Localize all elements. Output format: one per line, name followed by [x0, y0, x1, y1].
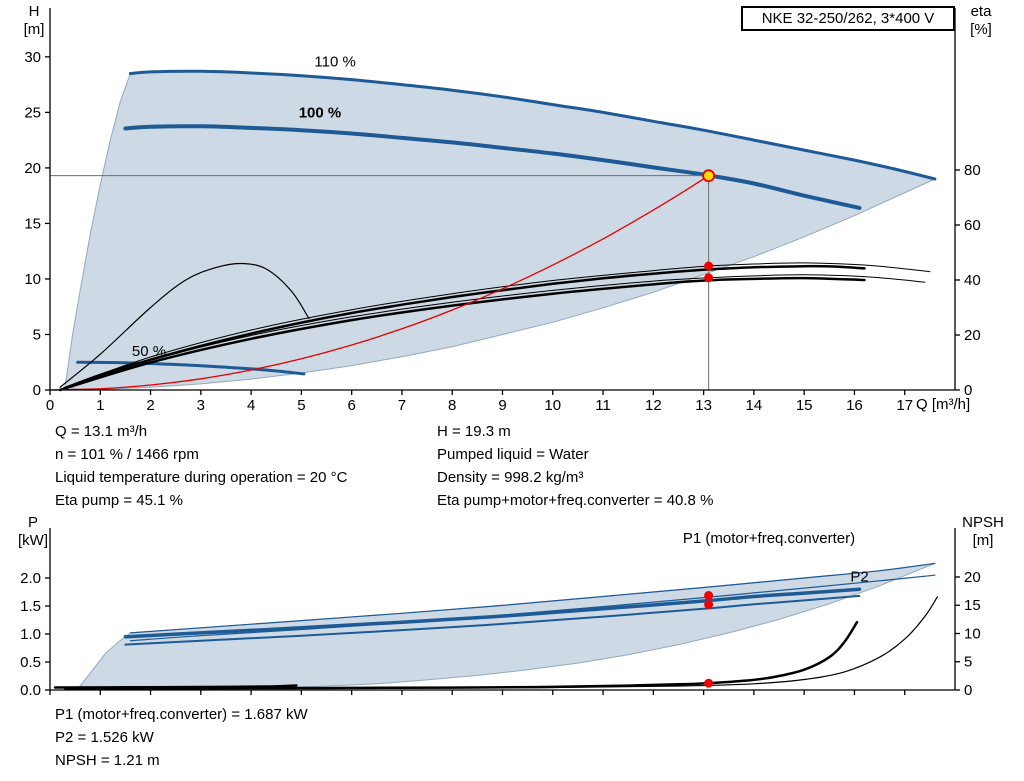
x-tick-label: 16	[846, 397, 863, 414]
series-eta-pump-100	[58, 264, 866, 392]
info-npsh: NPSH = 1.21 m	[55, 752, 160, 769]
y-right-tick-label: 20	[964, 569, 981, 586]
info-head: H = 19.3 m	[437, 423, 511, 440]
curve-label: 110 %	[314, 53, 355, 70]
x-tick-label: 17	[896, 397, 913, 414]
operating-envelope	[64, 70, 937, 391]
y-left-tick-label: 0.0	[20, 682, 41, 699]
pump-model-title: NKE 32-250/262, 3*400 V	[741, 6, 955, 31]
axis-label-line: eta	[970, 3, 992, 20]
axis-label-line: NPSH	[962, 514, 1004, 531]
series-system-curve	[49, 175, 710, 391]
y-right-tick-label: 60	[964, 217, 981, 234]
y-left-tick-label: 20	[24, 160, 41, 177]
y-right-tick-label: 15	[964, 597, 981, 614]
x-tick-label: 4	[247, 397, 255, 414]
y-right-tick-label: 20	[964, 327, 981, 344]
x-tick-label: 6	[347, 397, 355, 414]
y-axis-label-head: H [m]	[14, 3, 54, 39]
y-left-tick-label: 1.5	[20, 598, 41, 615]
chart-hq_chart: 0 1 2 3 4 5 6 7 8 9 10 11 12 13 14 15 16 1705101520253002…	[24, 8, 981, 414]
x-tick-label: 1	[96, 397, 104, 414]
x-tick-label: 11	[595, 397, 611, 414]
info-eta-total: Eta pump+motor+freq.converter = 40.8 %	[437, 492, 714, 509]
series-eta-total-100	[58, 276, 866, 392]
y-axis-label-npsh: NPSH [m]	[952, 514, 1014, 550]
y-left-tick-label: 5	[33, 326, 41, 343]
axis-label-line: [%]	[970, 21, 992, 38]
x-tick-label: 13	[695, 397, 712, 414]
x-tick-label: 14	[746, 397, 763, 414]
series-curve-110	[128, 69, 937, 181]
duty-info-left: Q = 13.1 m³/h n = 101 % / 1466 rpm Liqui…	[55, 420, 347, 512]
x-tick-label: 3	[197, 397, 205, 414]
y-left-tick-label: 1.0	[20, 626, 41, 643]
y-left-tick-label: 0	[33, 382, 41, 399]
x-tick-label: 15	[796, 397, 813, 414]
axis-label-line: [m]	[972, 532, 994, 549]
axis-label-line: H	[28, 3, 40, 20]
y-left-tick-label: 30	[24, 49, 41, 66]
series-curve-50	[76, 360, 306, 376]
axis-label-line: [kW]	[18, 532, 48, 549]
info-p1: P1 (motor+freq.converter) = 1.687 kW	[55, 706, 308, 723]
series-p2-100	[124, 594, 861, 646]
y-axis-label-eta: eta [%]	[958, 3, 1004, 39]
duty-point	[702, 169, 715, 183]
info-p2: P2 = 1.526 kW	[55, 729, 154, 746]
x-tick-label: 9	[498, 397, 506, 414]
x-tick-label: 10	[544, 397, 561, 414]
info-pumped-liquid: Pumped liquid = Water	[437, 446, 589, 463]
npsh-point	[704, 678, 714, 688]
curve-label: 100 %	[299, 104, 342, 121]
axis-label-line: P	[27, 514, 38, 531]
y-axis-label-power: P [kW]	[10, 514, 56, 550]
series-eta-50-speed	[59, 262, 310, 388]
power-info: P1 (motor+freq.converter) = 1.687 kW P2 …	[55, 703, 308, 772]
info-liquid-temperature: Liquid temperature during operation = 20…	[55, 469, 348, 486]
info-density: Density = 998.2 kg/m³	[437, 469, 584, 486]
y-right-tick-label: 80	[964, 162, 981, 179]
y-left-tick-label: 0.5	[20, 654, 41, 671]
x-tick-label: 5	[297, 397, 305, 414]
x-tick-label: 8	[448, 397, 456, 414]
info-speed: n = 101 % / 1466 rpm	[55, 446, 199, 463]
y-right-tick-label: 0	[964, 682, 972, 699]
p2-point	[704, 600, 714, 609]
x-tick-label: 2	[146, 397, 154, 414]
p1-point	[704, 591, 714, 600]
x-tick-label: 12	[645, 397, 662, 414]
info-flow: Q = 13.1 m³/h	[55, 423, 148, 440]
series-npsh-110	[64, 596, 938, 690]
x-tick-label: 7	[398, 397, 406, 414]
series-p1-110	[129, 562, 936, 634]
y-left-tick-label: 2.0	[20, 570, 41, 587]
operating-envelope	[76, 562, 936, 691]
series-p1-100	[123, 587, 862, 639]
info-eta-pump: Eta pump = 45.1 %	[55, 492, 183, 509]
chart-power_npsh_chart: 0.0 0.5 1.0 1.5 2.0 0 5 10 15 20 P1 (motor+freq.co…	[20, 528, 981, 699]
series-curve-100	[123, 124, 862, 210]
y-right-tick-label: 0	[964, 382, 972, 399]
x-axis-label-flow: Q [m³/h]	[916, 396, 971, 413]
series-eta-pump-101	[64, 262, 931, 388]
y-right-tick-label: 10	[964, 625, 981, 642]
curve-label: P2	[850, 568, 868, 585]
y-left-tick-label: 10	[24, 271, 41, 288]
series-eta-total-101	[64, 274, 926, 390]
curve-label: 50 %	[132, 343, 166, 360]
axis-label-line: [m]	[23, 21, 45, 38]
y-left-tick-label: 25	[24, 104, 41, 121]
duty-info-right: H = 19.3 m Pumped liquid = Water Density…	[437, 420, 713, 512]
y-left-tick-label: 15	[24, 215, 41, 232]
y-right-tick-label: 5	[964, 654, 972, 671]
y-right-tick-label: 40	[964, 272, 981, 289]
eta-total-point	[704, 273, 714, 283]
curve-label: P1 (motor+freq.converter)	[683, 530, 855, 547]
x-tick-label: 0	[46, 397, 54, 414]
eta-pump-point	[704, 261, 714, 271]
